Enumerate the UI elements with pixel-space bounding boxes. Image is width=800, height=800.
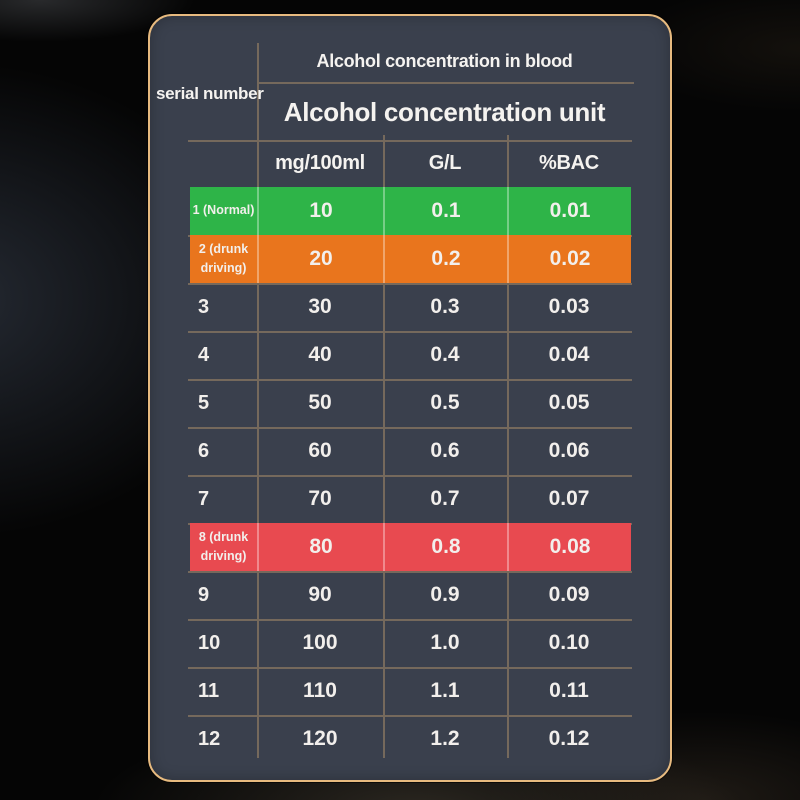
mg-cell: 10 [257,187,383,235]
table-row: 8 (drunk driving) 80 0.8 0.08 [190,523,631,571]
mg-cell: 20 [257,235,383,283]
mg-cell: 120 [302,727,338,750]
column-header-bac: %BAC [539,152,599,174]
table-row: 2 (drunk driving) 20 0.2 0.02 [190,235,631,283]
mg-cell: 40 [308,343,332,366]
serial-cell: 5 [198,391,210,414]
table-row: 10 100 1.0 0.10 [190,619,631,667]
grid-vline-gl [383,135,385,758]
serial-cell: 11 [198,679,220,702]
serial-number-header: serial number [156,84,264,103]
mg-cell: 110 [303,679,337,702]
grid-hline-above-subheader [188,140,632,142]
bac-cell: 0.09 [548,583,590,606]
table-row: 6 60 0.6 0.06 [190,427,631,475]
serial-cell: 1 (Normal) [192,203,255,218]
grid-hline-row-11 [188,715,632,717]
bac-cell: 0.04 [548,343,590,366]
gl-cell: 0.4 [430,343,460,366]
bac-cell: 0.06 [548,439,590,462]
mg-cell: 60 [308,439,332,462]
mg-cell: 50 [308,391,332,414]
grid-hline-row-5 [188,427,632,429]
gl-cell: 0.1 [383,187,507,235]
gl-cell: 0.7 [430,487,460,510]
bac-cell: 0.10 [548,631,590,654]
grid-vline-bac [507,135,509,758]
grid-hline-under-top-title [257,82,634,84]
grid-hline-row-4 [188,379,632,381]
gl-cell: 0.2 [383,235,507,283]
table-row: 7 70 0.7 0.07 [190,475,631,523]
gl-cell: 0.3 [430,295,460,318]
column-header-mg100ml: mg/100ml [275,152,365,174]
bac-cell: 0.01 [507,187,631,235]
serial-cell: 12 [198,727,221,750]
mg-cell: 70 [308,487,332,510]
bac-cell: 0.05 [548,391,590,414]
gl-cell: 1.1 [430,679,460,702]
alcohol-table-panel: Alcohol concentration in blood serial nu… [148,14,672,782]
grid-vline-serial [257,43,259,758]
serial-cell: 7 [198,487,210,510]
table-row: 1 (Normal) 10 0.1 0.01 [190,187,631,235]
mg-cell: 90 [308,583,332,606]
bac-cell: 0.12 [548,727,590,750]
gl-cell: 1.0 [430,631,460,654]
table-row: 3 30 0.3 0.03 [190,283,631,331]
table-row: 5 50 0.5 0.05 [190,379,631,427]
mg-cell: 80 [257,523,383,571]
bac-cell: 0.03 [548,295,590,318]
serial-cell: 8 (drunk driving) [198,529,249,563]
serial-cell: 4 [198,343,210,366]
serial-cell: 6 [198,439,210,462]
table-row: 12 120 1.2 0.12 [190,715,631,763]
mg-cell: 100 [302,631,338,654]
gl-cell: 1.2 [430,727,460,750]
table-row: 11 110 1.1 0.11 [190,667,631,715]
mg-cell: 30 [308,295,332,318]
gl-cell: 0.9 [430,583,460,606]
bac-cell: 0.08 [507,523,631,571]
serial-cell: 2 (drunk driving) [198,241,249,275]
bac-cell: 0.02 [507,235,631,283]
serial-cell: 3 [198,295,210,318]
gl-cell: 0.5 [430,391,460,414]
gl-cell: 0.8 [383,523,507,571]
bac-cell: 0.11 [549,679,589,702]
table-row: 4 40 0.4 0.04 [190,331,631,379]
grid-hline-row-6 [188,475,632,477]
serial-cell: 9 [198,583,210,606]
column-header-gl: G/L [428,152,462,174]
bac-cell: 0.07 [548,487,590,510]
grid-hline-row-2 [188,283,632,285]
table-title: Alcohol concentration in blood [316,50,573,71]
grid-hline-row-8 [188,571,632,573]
grid-hline-row-9 [188,619,632,621]
grid-hline-row-10 [188,667,632,669]
serial-cell: 10 [198,631,221,654]
unit-group-header: Alcohol concentration unit [283,96,606,127]
gl-cell: 0.6 [430,439,460,462]
table-row: 9 90 0.9 0.09 [190,571,631,619]
grid-hline-row-3 [188,331,632,333]
